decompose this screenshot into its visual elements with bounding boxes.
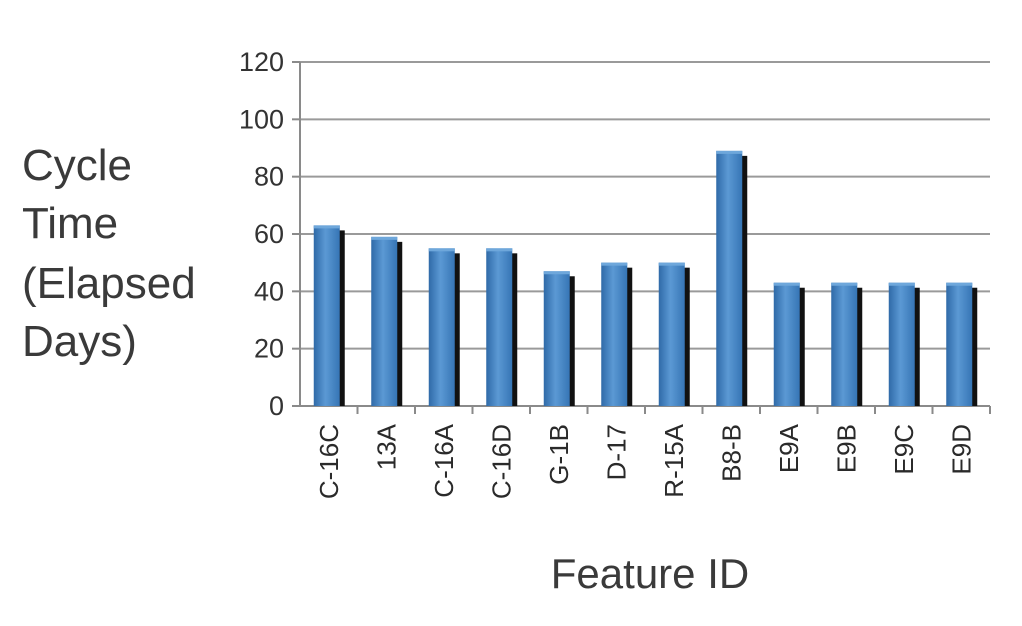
bars xyxy=(313,150,978,406)
y-tick-label: 120 xyxy=(239,47,284,77)
bar-shadow xyxy=(568,276,575,406)
y-tick-label: 100 xyxy=(239,104,284,134)
bar-top-highlight xyxy=(486,248,513,252)
y-axis-title-line-1: Cycle xyxy=(22,141,132,190)
bar-top-highlight xyxy=(428,248,455,252)
bar-top-highlight xyxy=(543,271,570,275)
bar-shadow xyxy=(338,230,345,406)
x-tick-label: C-16A xyxy=(429,423,459,497)
bar-top-highlight xyxy=(313,225,340,229)
y-tick-label: 20 xyxy=(254,334,284,364)
y-axis-title: Cycle Time (Elapsed Days) xyxy=(22,141,196,366)
bar-top-highlight xyxy=(371,236,398,240)
bar-g-1b xyxy=(543,271,570,406)
bar-shadow xyxy=(971,287,978,406)
x-tick-label: E9B xyxy=(831,424,861,473)
x-tick-label: E9C xyxy=(889,424,919,475)
bar-e9b xyxy=(831,282,858,406)
bar-shadow xyxy=(683,267,690,406)
x-tick-label: C-16D xyxy=(486,424,516,499)
bar-13a xyxy=(371,236,398,406)
x-tick-label: E9D xyxy=(946,424,976,475)
axes xyxy=(292,61,991,414)
y-tick-label: 60 xyxy=(254,219,284,249)
bar-shadow xyxy=(511,253,518,406)
bar-top-highlight xyxy=(601,262,628,266)
x-tick-labels: C-16C 13A C-16A C-16D G-1B D-17 R-15A B8-B E9A E9… xyxy=(314,423,977,499)
gridlines xyxy=(300,61,990,350)
x-tick-label: R-15A xyxy=(659,423,689,497)
y-axis-title-line-2: Time xyxy=(22,199,118,248)
bar-e9d xyxy=(946,282,973,406)
bar-b8-b xyxy=(716,150,743,406)
bar-shadow xyxy=(453,253,460,406)
bar-top-highlight xyxy=(946,282,973,286)
bar-r-15a xyxy=(658,262,685,406)
bar-shadow xyxy=(913,287,920,406)
x-axis-title: Feature ID xyxy=(551,550,749,597)
bar-shadow xyxy=(396,241,403,406)
bar-top-highlight xyxy=(773,282,800,286)
bar-shadow xyxy=(626,267,633,406)
y-axis-title-line-3: (Elapsed xyxy=(22,259,196,308)
bar-e9c xyxy=(888,282,915,406)
y-tick-labels: 0 20 40 60 80 100 120 xyxy=(239,47,284,421)
bar-e9a xyxy=(773,282,800,406)
bar-top-highlight xyxy=(716,150,743,154)
y-axis-title-line-4: Days) xyxy=(22,317,137,366)
x-tick-label: E9A xyxy=(774,423,804,473)
bar-shadow xyxy=(856,287,863,406)
x-tick-label: G-1B xyxy=(544,424,574,485)
x-tick-label: C-16C xyxy=(314,424,344,499)
bar-top-highlight xyxy=(888,282,915,286)
x-tick-label: 13A xyxy=(371,423,401,470)
bar-top-highlight xyxy=(831,282,858,286)
y-tick-label: 0 xyxy=(269,391,284,421)
bar-d-17 xyxy=(601,262,628,406)
y-tick-label: 80 xyxy=(254,162,284,192)
bar-shadow xyxy=(741,155,748,406)
bar-c-16a xyxy=(428,248,455,406)
bar-c-16c xyxy=(313,225,340,406)
x-tick-label: D-17 xyxy=(601,424,631,480)
x-tick-label: B8-B xyxy=(716,424,746,482)
bar-c-16d xyxy=(486,248,513,406)
y-tick-label: 40 xyxy=(254,276,284,306)
bar-top-highlight xyxy=(658,262,685,266)
bar-shadow xyxy=(798,287,805,406)
